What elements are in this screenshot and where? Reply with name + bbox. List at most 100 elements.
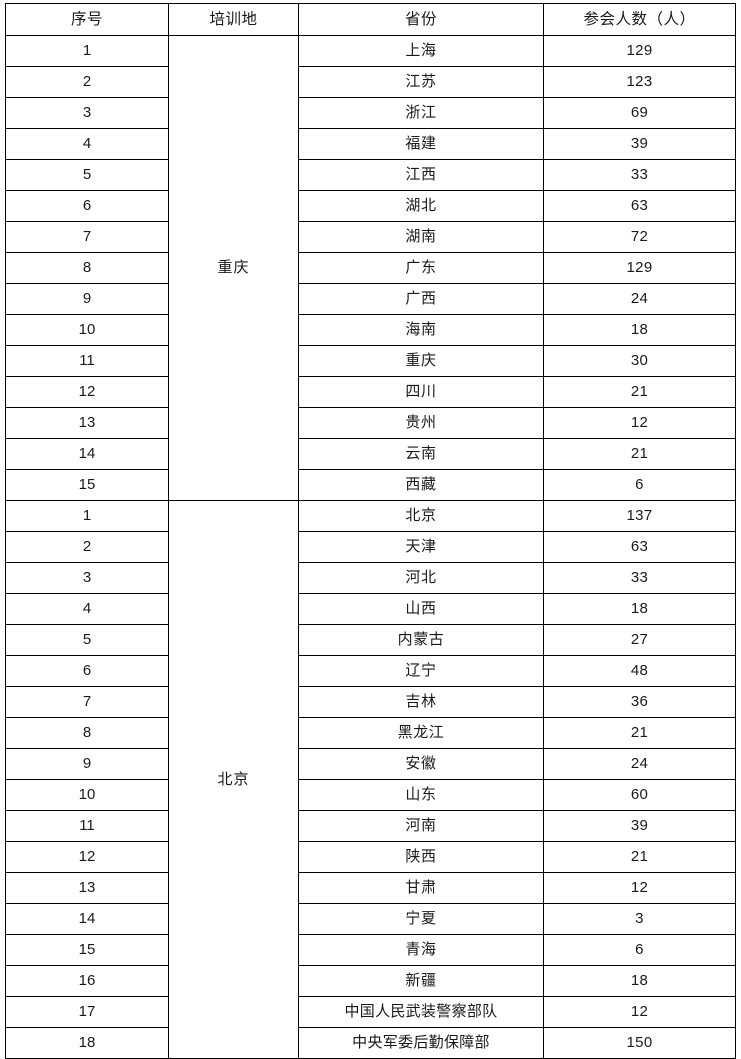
cell-province: 山东 [298, 779, 544, 811]
column-header-attendees: 参会人数（人） [543, 3, 736, 36]
cell-province: 广东 [298, 252, 544, 284]
cell-province: 江西 [298, 159, 544, 191]
cell-attendees: 24 [543, 748, 736, 780]
cell-index: 3 [5, 562, 169, 594]
table-row: 5 内蒙古 27 [5, 624, 736, 656]
cell-attendees: 60 [543, 779, 736, 811]
cell-index: 4 [5, 593, 169, 625]
table-row: 13 甘肃 12 [5, 872, 736, 904]
cell-province: 河南 [298, 810, 544, 842]
table-row: 11 重庆 30 [5, 345, 736, 377]
table-row: 1 重庆 上海 129 [5, 35, 736, 501]
cell-index: 13 [5, 872, 169, 904]
table-row: 16 新疆 18 [5, 965, 736, 997]
cell-training-site: 重庆 [168, 35, 299, 501]
cell-index: 13 [5, 407, 169, 439]
table-row: 3 浙江 69 [5, 97, 736, 129]
table-row: 6 辽宁 48 [5, 655, 736, 687]
cell-index: 14 [5, 438, 169, 470]
cell-province: 黑龙江 [298, 717, 544, 749]
cell-index: 15 [5, 469, 169, 501]
cell-attendees: 12 [543, 872, 736, 904]
cell-province: 广西 [298, 283, 544, 315]
cell-attendees: 36 [543, 686, 736, 718]
table-row: 7 吉林 36 [5, 686, 736, 718]
cell-attendees: 63 [543, 190, 736, 222]
table-row: 14 宁夏 3 [5, 903, 736, 935]
cell-province: 青海 [298, 934, 544, 966]
cell-province: 中国人民武装警察部队 [298, 996, 544, 1028]
table-row: 12 陕西 21 [5, 841, 736, 873]
cell-province: 山西 [298, 593, 544, 625]
cell-attendees: 150 [543, 1027, 736, 1059]
cell-province: 四川 [298, 376, 544, 408]
cell-province: 天津 [298, 531, 544, 563]
cell-index: 15 [5, 934, 169, 966]
table-row: 11 河南 39 [5, 810, 736, 842]
cell-attendees: 39 [543, 128, 736, 160]
cell-index: 3 [5, 97, 169, 129]
header-row: 序号 培训地 省份 参会人数（人） [5, 3, 736, 36]
table-row: 7 湖南 72 [5, 221, 736, 253]
cell-attendees: 129 [543, 35, 736, 67]
cell-province: 宁夏 [298, 903, 544, 935]
cell-index: 16 [5, 965, 169, 997]
cell-index: 12 [5, 841, 169, 873]
cell-province: 北京 [298, 500, 544, 532]
cell-index: 7 [5, 686, 169, 718]
cell-attendees: 137 [543, 500, 736, 532]
cell-province: 西藏 [298, 469, 544, 501]
cell-attendees: 24 [543, 283, 736, 315]
table-header: 序号 培训地 省份 参会人数（人） [5, 3, 736, 36]
cell-province: 陕西 [298, 841, 544, 873]
cell-attendees: 39 [543, 810, 736, 842]
cell-training-site: 北京 [168, 500, 299, 1059]
cell-attendees: 3 [543, 903, 736, 935]
cell-attendees: 18 [543, 593, 736, 625]
table-row: 2 江苏 123 [5, 66, 736, 98]
cell-province: 浙江 [298, 97, 544, 129]
table-row: 18 中央军委后勤保障部 150 [5, 1027, 736, 1059]
cell-index: 6 [5, 190, 169, 222]
table-row: 3 河北 33 [5, 562, 736, 594]
cell-index: 9 [5, 748, 169, 780]
cell-index: 17 [5, 996, 169, 1028]
cell-province: 云南 [298, 438, 544, 470]
cell-province: 福建 [298, 128, 544, 160]
cell-attendees: 12 [543, 996, 736, 1028]
table-row: 10 海南 18 [5, 314, 736, 346]
cell-attendees: 48 [543, 655, 736, 687]
cell-province: 甘肃 [298, 872, 544, 904]
cell-index: 7 [5, 221, 169, 253]
cell-province: 中央军委后勤保障部 [298, 1027, 544, 1059]
cell-attendees: 21 [543, 717, 736, 749]
cell-index: 5 [5, 624, 169, 656]
cell-index: 6 [5, 655, 169, 687]
table-row: 5 江西 33 [5, 159, 736, 191]
cell-index: 14 [5, 903, 169, 935]
column-header-province: 省份 [298, 3, 544, 36]
cell-index: 5 [5, 159, 169, 191]
cell-attendees: 27 [543, 624, 736, 656]
cell-attendees: 6 [543, 934, 736, 966]
table-row: 13 贵州 12 [5, 407, 736, 439]
table-row: 8 广东 129 [5, 252, 736, 284]
table-row: 15 青海 6 [5, 934, 736, 966]
cell-province: 吉林 [298, 686, 544, 718]
cell-index: 2 [5, 66, 169, 98]
table-row: 17 中国人民武装警察部队 12 [5, 996, 736, 1028]
cell-index: 11 [5, 810, 169, 842]
cell-attendees: 21 [543, 376, 736, 408]
cell-attendees: 12 [543, 407, 736, 439]
cell-index: 12 [5, 376, 169, 408]
cell-province: 辽宁 [298, 655, 544, 687]
table-row: 14 云南 21 [5, 438, 736, 470]
cell-province: 重庆 [298, 345, 544, 377]
cell-index: 1 [5, 500, 169, 532]
cell-index: 1 [5, 35, 169, 67]
table-row: 4 福建 39 [5, 128, 736, 160]
table-row: 9 安徽 24 [5, 748, 736, 780]
table-row: 8 黑龙江 21 [5, 717, 736, 749]
cell-attendees: 33 [543, 562, 736, 594]
table-row: 15 西藏 6 [5, 469, 736, 501]
